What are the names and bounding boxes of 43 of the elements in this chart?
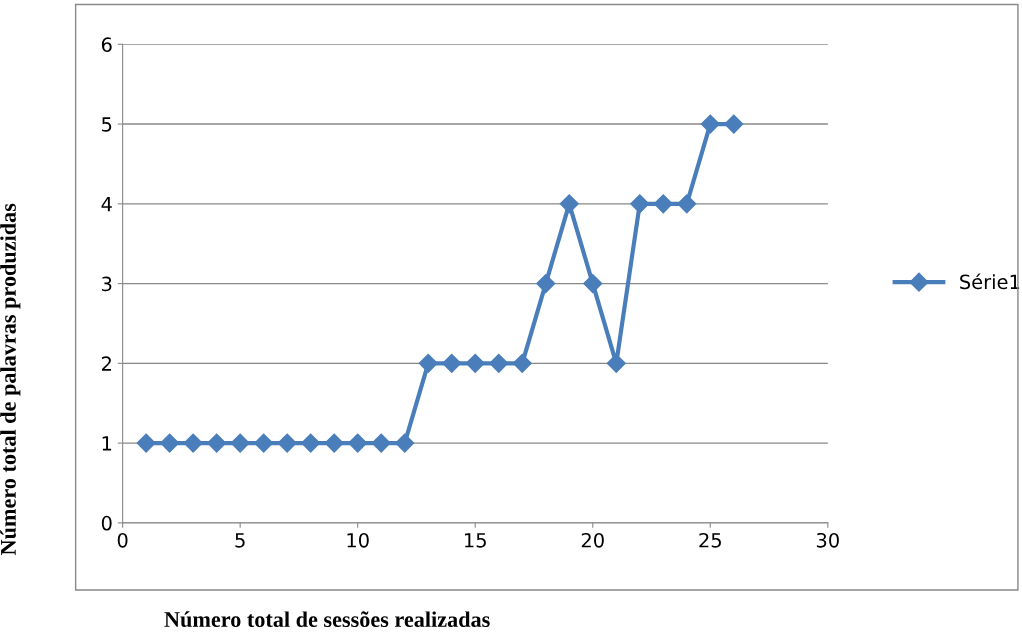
x-tick-label: 15 — [464, 533, 486, 548]
y-tick-label: 1 — [102, 436, 112, 451]
point — [301, 433, 321, 453]
point — [606, 353, 626, 373]
y-tick-label: 6 — [101, 37, 112, 52]
point — [207, 433, 227, 453]
point — [630, 194, 650, 214]
point — [136, 433, 156, 453]
point — [183, 433, 203, 453]
y-tick-label: 2 — [101, 356, 111, 371]
point — [559, 194, 579, 214]
x-tick-label: 10 — [347, 532, 369, 548]
x-tick-label: 20 — [581, 532, 604, 548]
point — [677, 194, 697, 214]
y-axis-title: Número total de palavras produzidas — [0, 203, 21, 556]
point — [230, 433, 250, 453]
point — [160, 433, 180, 453]
point — [489, 353, 509, 373]
x-tick-label: 5 — [235, 533, 245, 548]
legend-label: Série1 — [960, 273, 1020, 290]
x-tick-label: 25 — [699, 532, 721, 548]
point — [465, 353, 485, 373]
point — [442, 353, 462, 373]
point — [254, 433, 274, 453]
point — [536, 274, 556, 294]
point — [724, 114, 744, 134]
point — [512, 353, 532, 373]
y-tick-label: 0 — [101, 515, 112, 531]
point — [653, 194, 673, 214]
y-tick-label: 5 — [102, 117, 112, 132]
point — [395, 433, 415, 453]
y-tick-label: 3 — [102, 276, 112, 292]
point — [324, 433, 344, 453]
point — [348, 433, 368, 453]
x-tick-label: 30 — [816, 532, 839, 548]
point — [277, 433, 297, 453]
x-axis-title: Número total de sessões realizadas — [164, 611, 490, 628]
point — [700, 114, 720, 134]
y-tick-label: 4 — [101, 197, 112, 212]
point — [371, 433, 391, 453]
point — [583, 274, 603, 294]
x-tick-label: 0 — [117, 532, 128, 548]
point — [418, 353, 438, 373]
